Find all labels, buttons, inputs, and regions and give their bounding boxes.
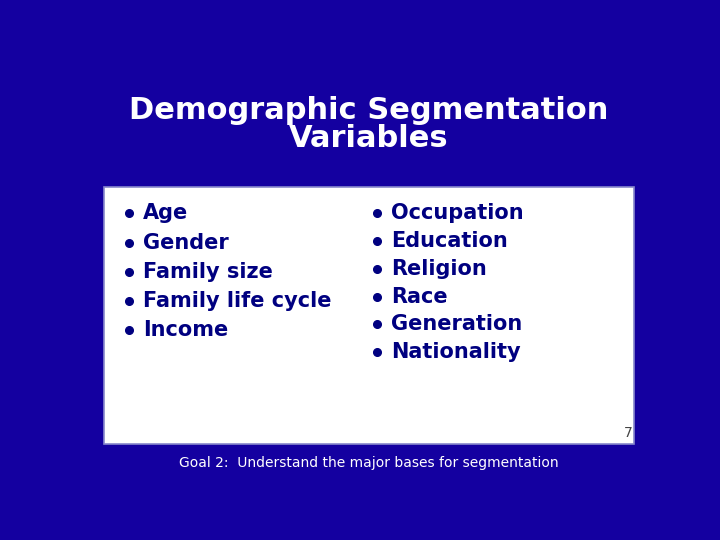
Text: Income: Income [143, 320, 228, 340]
Text: Demographic Segmentation: Demographic Segmentation [130, 96, 608, 125]
Text: Nationality: Nationality [391, 342, 521, 362]
Text: Family size: Family size [143, 262, 273, 282]
Text: Goal 2:  Understand the major bases for segmentation: Goal 2: Understand the major bases for s… [179, 456, 559, 470]
Text: Race: Race [391, 287, 447, 307]
Text: Religion: Religion [391, 259, 487, 279]
FancyBboxPatch shape [104, 187, 634, 444]
FancyBboxPatch shape [90, 446, 648, 481]
Text: Occupation: Occupation [391, 204, 523, 224]
Text: Education: Education [391, 231, 508, 251]
Text: Generation: Generation [391, 314, 522, 334]
Text: Gender: Gender [143, 233, 228, 253]
Text: Variables: Variables [289, 124, 449, 153]
Text: Age: Age [143, 204, 188, 224]
Text: Family life cycle: Family life cycle [143, 291, 331, 311]
Text: 7: 7 [624, 426, 632, 440]
